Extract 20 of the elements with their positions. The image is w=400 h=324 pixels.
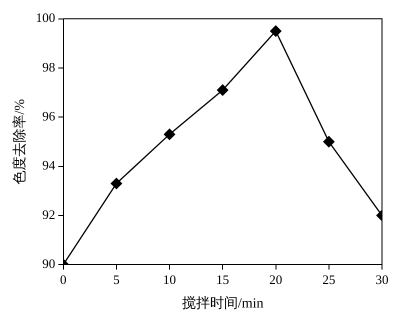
- x-tick-label: 5: [113, 272, 120, 287]
- x-tick-label: 15: [216, 272, 230, 287]
- x-tick-label: 25: [322, 272, 336, 287]
- x-tick-label: 20: [269, 272, 282, 287]
- y-axis-title: 色度去除率/%: [12, 98, 28, 184]
- y-tick-label: 92: [42, 206, 56, 222]
- y-tick-label: 96: [42, 108, 56, 124]
- point: [323, 136, 335, 148]
- y-tick-label: 90: [42, 256, 56, 272]
- point: [217, 84, 228, 96]
- point: [110, 178, 122, 190]
- point: [270, 25, 282, 37]
- x-tick-label: 10: [163, 272, 176, 287]
- x-tick-label: 30: [376, 272, 388, 287]
- y-tick-label: 94: [42, 158, 56, 173]
- y-tick-label: 100: [36, 10, 56, 26]
- point: [164, 128, 176, 140]
- y-tick-label: 98: [42, 59, 56, 74]
- x-tick-label: 0: [60, 272, 67, 287]
- x-axis-title: 搅拌时间/min: [182, 295, 264, 312]
